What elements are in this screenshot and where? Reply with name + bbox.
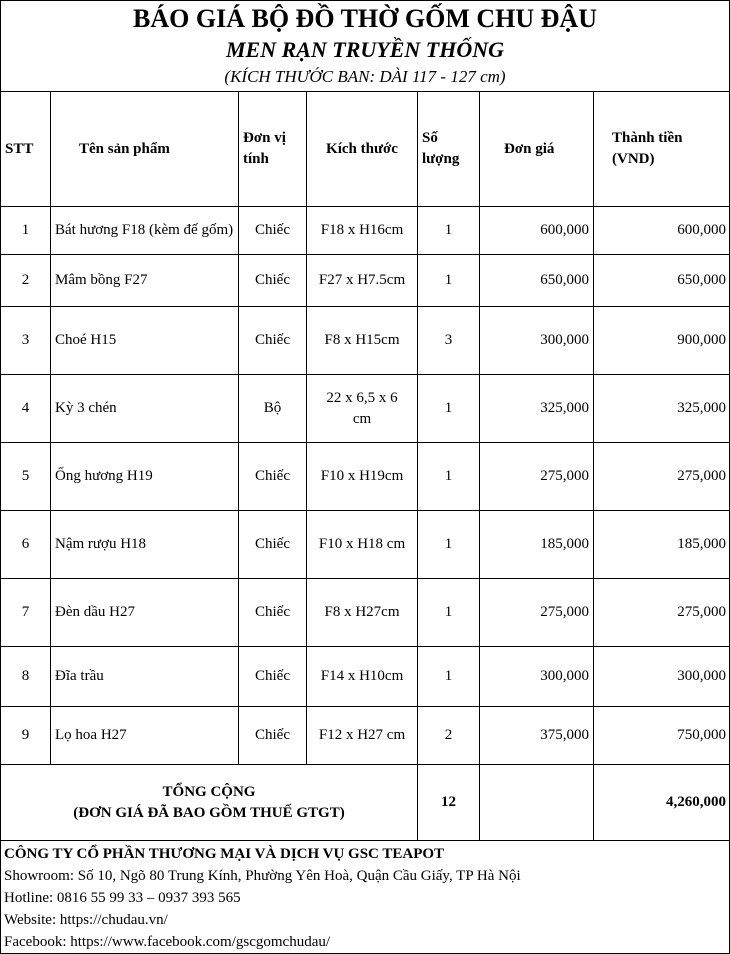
document-title: BÁO GIÁ BỘ ĐỒ THỜ GỐM CHU ĐẬU xyxy=(133,4,597,33)
cell-total: 650,000 xyxy=(593,254,730,307)
cell-name: Nậm rượu H18 xyxy=(50,510,239,579)
cell-size: F8 x H27cm xyxy=(306,578,418,647)
cell-stt: 8 xyxy=(0,646,51,707)
cell-stt: 2 xyxy=(0,254,51,307)
table-row: 1 Bát hương F18 (kèm đế gốm) Chiếc F18 x H1… xyxy=(0,206,730,255)
cell-unit: Chiếc xyxy=(238,646,307,707)
cell-unit: Chiếc xyxy=(238,706,307,765)
summary-label-vat: (ĐƠN GIÁ ĐÃ BAO GỒM THUẾ GTGT) xyxy=(73,804,345,821)
cell-size: F14 x H10cm xyxy=(306,646,418,707)
cell-price: 275,000 xyxy=(479,578,594,647)
cell-name: Choé H15 xyxy=(50,306,239,375)
table-row: 9 Lọ hoa H27 Chiếc F12 x H27 cm 2 375,000 750,… xyxy=(0,706,730,765)
cell-total: 300,000 xyxy=(593,646,730,707)
cell-unit: Chiếc xyxy=(238,510,307,579)
website: Website: https://chudau.vn/ xyxy=(4,912,168,928)
company-footer: CÔNG TY CỔ PHẦN THƯƠNG MẠI VÀ DỊCH VỤ GS… xyxy=(4,843,521,953)
cell-unit: Chiếc xyxy=(238,442,307,511)
price-table: STT Tên sản phẩm Đơn vị tính Kích thước … xyxy=(0,91,730,841)
cell-total: 185,000 xyxy=(593,510,730,579)
cell-size: F27 x H7.5cm xyxy=(306,254,418,307)
cell-name: Bát hương F18 (kèm đế gốm) xyxy=(50,206,239,255)
header-total: Thành tiền (VND) xyxy=(593,91,730,207)
cell-size: F10 x H19cm xyxy=(306,442,418,511)
summary-total: 4,260,000 xyxy=(593,764,730,841)
table-row: 7 Đèn dầu H27 Chiếc F8 x H27cm 1 275,000 275,0… xyxy=(0,578,730,647)
cell-price: 300,000 xyxy=(479,306,594,375)
table-row: 4 Kỳ 3 chén Bộ 22 x 6,5 x 6 cm 1 325,000 325,0… xyxy=(0,374,730,443)
cell-stt: 7 xyxy=(0,578,51,647)
cell-stt: 3 xyxy=(0,306,51,375)
cell-stt: 5 xyxy=(0,442,51,511)
table-row: 6 Nậm rượu H18 Chiếc F10 x H18 cm 1 185,000 18… xyxy=(0,510,730,579)
cell-qty: 1 xyxy=(417,442,480,511)
header-size: Kích thước xyxy=(306,91,418,207)
cell-size: 22 x 6,5 x 6 cm xyxy=(306,374,418,443)
company-name: CÔNG TY CỔ PHẦN THƯƠNG MẠI VÀ DỊCH VỤ GS… xyxy=(4,846,445,862)
table-row: 5 Ống hương H19 Chiếc F10 x H19cm 1 275,000 27… xyxy=(0,442,730,511)
cell-unit: Chiếc xyxy=(238,578,307,647)
cell-price: 185,000 xyxy=(479,510,594,579)
cell-stt: 1 xyxy=(0,206,51,255)
cell-qty: 1 xyxy=(417,374,480,443)
cell-name: Ống hương H19 xyxy=(50,442,239,511)
summary-row: TỔNG CỘNG (ĐƠN GIÁ ĐÃ BAO GỒM THUẾ GTGT)… xyxy=(0,764,730,841)
table-size-note: (KÍCH THƯỚC BAN: DÀI 117 - 127 cm) xyxy=(224,67,506,86)
cell-size: F10 x H18 cm xyxy=(306,510,418,579)
cell-unit: Chiếc xyxy=(238,206,307,255)
facebook: Facebook: https://www.facebook.com/gscgo… xyxy=(4,934,331,950)
header-price: Đơn giá xyxy=(479,91,594,207)
cell-qty: 1 xyxy=(417,510,480,579)
cell-total: 600,000 xyxy=(593,206,730,255)
cell-name: Đèn dầu H27 xyxy=(50,578,239,647)
cell-size: F8 x H15cm xyxy=(306,306,418,375)
cell-price: 275,000 xyxy=(479,442,594,511)
header-stt: STT xyxy=(0,91,51,207)
header-qty: Số lượng xyxy=(417,91,480,207)
cell-total: 325,000 xyxy=(593,374,730,443)
cell-price: 375,000 xyxy=(479,706,594,765)
cell-price: 325,000 xyxy=(479,374,594,443)
summary-qty: 12 xyxy=(417,764,480,841)
cell-qty: 1 xyxy=(417,254,480,307)
table-row: 8 Đĩa trầu Chiếc F14 x H10cm 1 300,000 300,000 xyxy=(0,646,730,707)
cell-unit: Chiếc xyxy=(238,306,307,375)
cell-name: Mâm bồng F27 xyxy=(50,254,239,307)
cell-stt: 4 xyxy=(0,374,51,443)
cell-qty: 1 xyxy=(417,206,480,255)
header-unit: Đơn vị tính xyxy=(238,91,307,207)
cell-name: Kỳ 3 chén xyxy=(50,374,239,443)
cell-name: Lọ hoa H27 xyxy=(50,706,239,765)
cell-qty: 3 xyxy=(417,306,480,375)
summary-label: TỔNG CỘNG (ĐƠN GIÁ ĐÃ BAO GỒM THUẾ GTGT) xyxy=(0,764,418,841)
cell-total: 275,000 xyxy=(593,578,730,647)
cell-size: F12 x H27 cm xyxy=(306,706,418,765)
cell-total: 750,000 xyxy=(593,706,730,765)
cell-price: 600,000 xyxy=(479,206,594,255)
summary-label-total: TỔNG CỘNG xyxy=(162,783,256,800)
cell-unit: Chiếc xyxy=(238,254,307,307)
cell-qty: 1 xyxy=(417,646,480,707)
header-name: Tên sản phẩm xyxy=(50,91,239,207)
cell-qty: 2 xyxy=(417,706,480,765)
cell-price: 300,000 xyxy=(479,646,594,707)
header-row: STT Tên sản phẩm Đơn vị tính Kích thước … xyxy=(0,91,730,207)
cell-qty: 1 xyxy=(417,578,480,647)
cell-price: 650,000 xyxy=(479,254,594,307)
cell-size: F18 x H16cm xyxy=(306,206,418,255)
cell-name: Đĩa trầu xyxy=(50,646,239,707)
hotline: Hotline: 0816 55 99 33 – 0937 393 565 xyxy=(4,890,241,906)
cell-total: 900,000 xyxy=(593,306,730,375)
summary-price-empty xyxy=(479,764,594,841)
cell-stt: 9 xyxy=(0,706,51,765)
cell-unit: Bộ xyxy=(238,374,307,443)
table-row: 3 Choé H15 Chiếc F8 x H15cm 3 300,000 900,000 xyxy=(0,306,730,375)
cell-total: 275,000 xyxy=(593,442,730,511)
showroom-address: Showroom: Số 10, Ngõ 80 Trung Kính, Phườ… xyxy=(4,868,521,884)
document-subtitle: MEN RẠN TRUYỀN THỐNG xyxy=(225,37,505,62)
cell-stt: 6 xyxy=(0,510,51,579)
table-row: 2 Mâm bồng F27 Chiếc F27 x H7.5cm 1 650,000 65… xyxy=(0,254,730,307)
